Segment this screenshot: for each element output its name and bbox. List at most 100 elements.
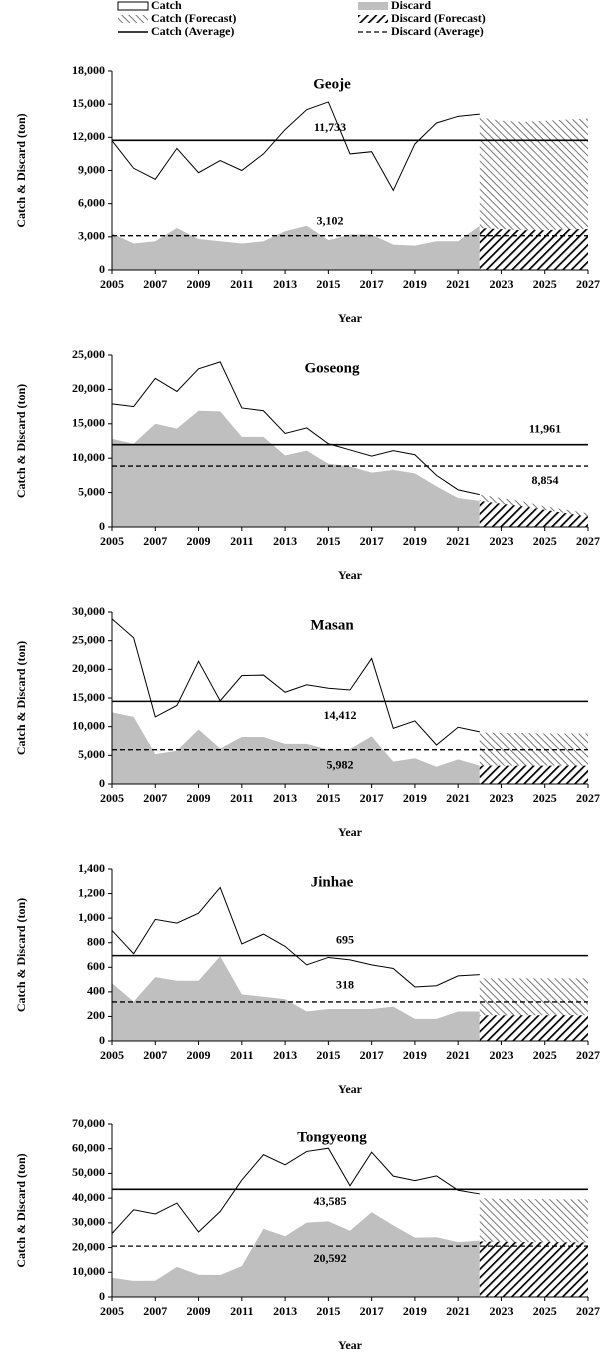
x-tick-label: 2019: [403, 277, 427, 291]
x-tick-label: 2027: [576, 1048, 600, 1062]
x-tick-label: 2027: [576, 791, 600, 805]
catch-line: [111, 886, 480, 988]
discard-area: [112, 712, 480, 784]
catch-line: [111, 618, 480, 746]
x-tick-label: 2025: [533, 1304, 557, 1318]
x-tick-label: 2005: [100, 277, 124, 291]
x-tick-label: 2025: [533, 534, 557, 548]
x-tick-label: 2023: [489, 1048, 513, 1062]
legend-label: Catch (Average): [151, 24, 234, 38]
x-tick-label: 2015: [316, 277, 340, 291]
average-label: 3,102: [317, 213, 344, 227]
legend-label: Discard (Average): [391, 24, 484, 38]
discard-area: [112, 1212, 480, 1297]
average-label: 43,585: [314, 1194, 347, 1208]
y-tick-label: 20,000: [72, 661, 105, 675]
x-tick-label: 2021: [446, 1048, 470, 1062]
x-tick-label: 2019: [403, 1048, 427, 1062]
x-axis-title: Year: [338, 1082, 363, 1096]
average-label: 318: [336, 978, 354, 992]
y-tick-label: 0: [99, 776, 105, 790]
x-tick-label: 2007: [143, 1304, 167, 1318]
y-axis-title: Catch & Discard (ton): [14, 113, 28, 227]
x-tick-label: 2011: [230, 791, 253, 805]
y-tick-label: 15,000: [72, 690, 105, 704]
y-tick-label: 60,000: [72, 1140, 105, 1154]
x-tick-label: 2009: [187, 277, 211, 291]
x-tick-label: 2013: [273, 1304, 297, 1318]
catch-line: [111, 101, 480, 192]
x-tick-label: 2021: [446, 791, 470, 805]
y-tick-label: 200: [87, 1008, 105, 1022]
x-tick-label: 2005: [100, 534, 124, 548]
x-tick-label: 2009: [187, 1048, 211, 1062]
average-label: 14,412: [324, 708, 357, 722]
y-tick-label: 70,000: [72, 1116, 105, 1130]
y-tick-label: 5,000: [78, 747, 105, 761]
x-tick-label: 2017: [360, 791, 384, 805]
x-tick-label: 2011: [230, 277, 253, 291]
average-label: 695: [336, 932, 354, 946]
x-axis-title: Year: [338, 568, 363, 582]
legend-label: Catch (Forecast): [151, 11, 236, 25]
x-tick-label: 2011: [230, 534, 253, 548]
catch-line: [111, 361, 480, 496]
forecast-area: [479, 227, 588, 270]
x-tick-label: 2013: [273, 791, 297, 805]
forecast-area: [479, 500, 588, 527]
x-tick-label: 2017: [360, 1304, 384, 1318]
discard-area: [112, 410, 480, 527]
average-label: 11,733: [314, 120, 346, 134]
y-tick-label: 25,000: [72, 347, 105, 361]
x-tick-label: 2015: [316, 1048, 340, 1062]
legend-label: Catch: [151, 0, 182, 12]
average-label: 20,592: [314, 1251, 347, 1265]
x-tick-label: 2017: [360, 534, 384, 548]
average-label: 8,854: [532, 473, 559, 487]
x-tick-label: 2007: [143, 534, 167, 548]
y-tick-label: 40,000: [72, 1190, 105, 1204]
x-tick-label: 2025: [533, 1048, 557, 1062]
x-tick-label: 2027: [576, 1304, 600, 1318]
legend-swatch: [358, 2, 388, 10]
average-label: 11,961: [529, 421, 561, 435]
y-tick-label: 1,400: [78, 861, 105, 875]
y-tick-label: 30,000: [72, 604, 105, 618]
y-tick-label: 12,000: [72, 129, 105, 143]
x-tick-label: 2027: [576, 534, 600, 548]
y-tick-label: 0: [99, 1033, 105, 1047]
chart-title: Masan: [310, 617, 354, 633]
y-tick-label: 6,000: [78, 195, 105, 209]
y-tick-label: 20,000: [72, 381, 105, 395]
discard-area: [112, 225, 480, 270]
x-tick-label: 2009: [187, 791, 211, 805]
legend-swatch: [358, 15, 388, 23]
y-tick-label: 0: [99, 1289, 105, 1303]
y-tick-label: 30,000: [72, 1215, 105, 1229]
y-tick-label: 9,000: [78, 162, 105, 176]
x-tick-label: 2007: [143, 277, 167, 291]
x-tick-label: 2013: [273, 277, 297, 291]
legend-swatch: [118, 15, 148, 23]
y-tick-label: 0: [99, 262, 105, 276]
legend-label: Discard (Forecast): [391, 11, 486, 25]
x-tick-label: 2025: [533, 791, 557, 805]
x-tick-label: 2015: [316, 1304, 340, 1318]
y-tick-label: 15,000: [72, 416, 105, 430]
chart-title: Goseong: [304, 360, 360, 376]
x-tick-label: 2023: [489, 1304, 513, 1318]
y-axis-title: Catch & Discard (ton): [14, 384, 28, 498]
x-tick-label: 2011: [230, 1304, 253, 1318]
x-tick-label: 2027: [576, 277, 600, 291]
y-axis-title: Catch & Discard (ton): [14, 1153, 28, 1267]
chart-title: Jinhae: [311, 874, 354, 890]
catch-line: [111, 1147, 480, 1234]
discard-area: [112, 956, 480, 1041]
chart-title: Tongyeong: [297, 1129, 367, 1145]
x-tick-label: 2023: [489, 534, 513, 548]
x-tick-label: 2013: [273, 534, 297, 548]
y-tick-label: 10,000: [72, 1264, 105, 1278]
x-tick-label: 2023: [489, 791, 513, 805]
x-tick-label: 2009: [187, 534, 211, 548]
forecast-area: [479, 765, 588, 784]
